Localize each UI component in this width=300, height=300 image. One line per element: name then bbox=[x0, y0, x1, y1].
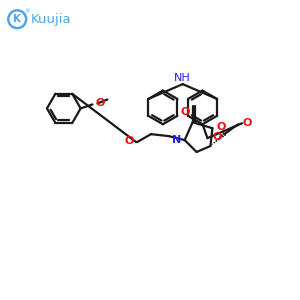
Text: O: O bbox=[212, 132, 222, 142]
Text: O: O bbox=[95, 98, 105, 108]
Text: K: K bbox=[13, 14, 21, 24]
Text: O: O bbox=[216, 122, 226, 132]
Text: O: O bbox=[125, 136, 134, 146]
Text: NH: NH bbox=[174, 73, 191, 83]
Text: N: N bbox=[172, 135, 182, 145]
Text: O: O bbox=[242, 118, 251, 128]
Text: O: O bbox=[180, 107, 190, 117]
Text: ®: ® bbox=[24, 10, 29, 15]
Text: Kuujia: Kuujia bbox=[31, 13, 72, 26]
